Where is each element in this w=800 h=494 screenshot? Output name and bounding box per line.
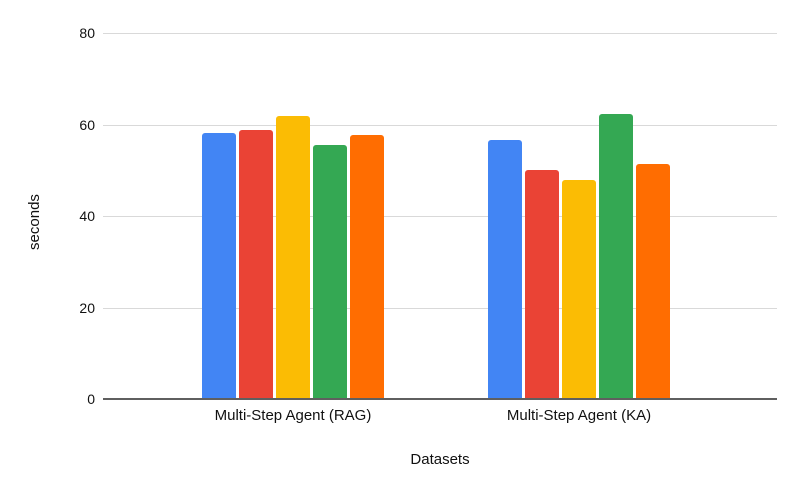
bar-yellow-group1 [276, 115, 310, 399]
bar-red-group1 [239, 130, 273, 399]
bar-yellow-group2 [562, 180, 596, 399]
x-category-label-1: Multi-Step Agent (RAG) [214, 407, 372, 424]
x-axis-line [103, 398, 777, 400]
y-tick-label-80: 80 [79, 25, 95, 41]
bar-blue-group1 [202, 132, 236, 399]
gridline-40 [103, 216, 777, 217]
gridline-20 [103, 307, 777, 309]
bar-green-group2 [599, 113, 633, 399]
gridline-80 [103, 33, 777, 34]
x-category-label-2: Multi-Step Agent (KA) [506, 407, 652, 424]
y-tick-label-40: 40 [79, 208, 95, 224]
gridline-60 [103, 124, 777, 126]
bar-orange-group2 [636, 163, 670, 399]
bar-red-group2 [525, 170, 559, 399]
y-tick-label-20: 20 [79, 299, 95, 316]
x-axis-title: Datasets [410, 451, 470, 468]
bar-blue-group2 [488, 139, 522, 399]
bar-orange-group1 [350, 135, 384, 399]
y-tick-label-0: 0 [87, 391, 95, 407]
y-tick-label-60: 60 [79, 116, 95, 133]
bar-green-group1 [313, 144, 347, 399]
plot-area: 0 20 40 60 80 [79, 25, 777, 407]
y-axis-title: seconds [26, 194, 43, 250]
